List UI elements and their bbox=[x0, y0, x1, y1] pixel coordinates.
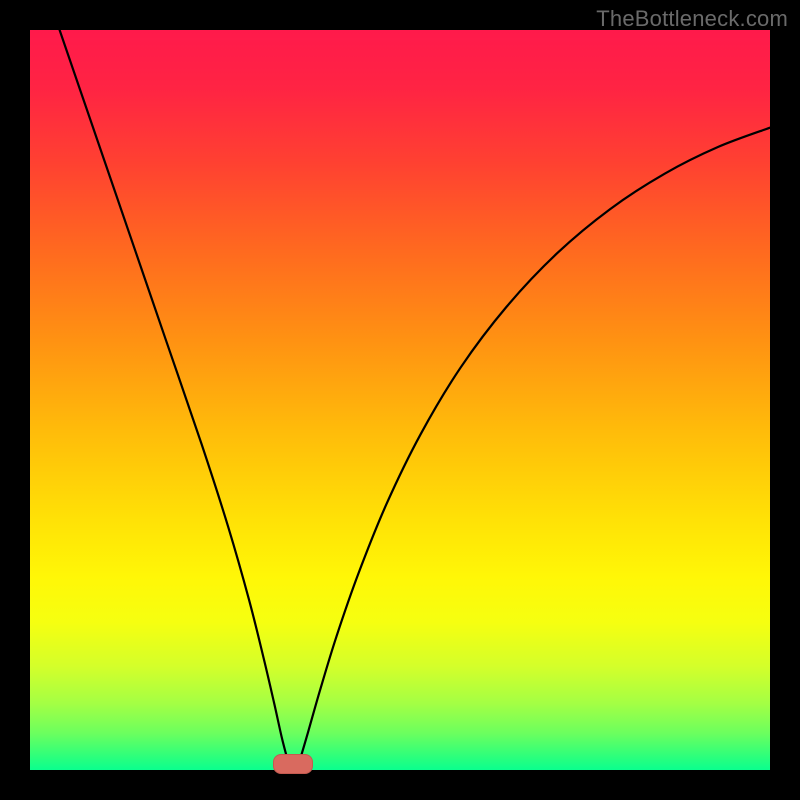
watermark-text: TheBottleneck.com bbox=[596, 6, 788, 32]
minimum-marker bbox=[273, 754, 313, 774]
curve-right-branch bbox=[296, 128, 770, 770]
curve-left-branch bbox=[60, 30, 291, 770]
curve-layer bbox=[30, 30, 770, 770]
chart-container: TheBottleneck.com bbox=[0, 0, 800, 800]
plot-area bbox=[30, 30, 770, 770]
